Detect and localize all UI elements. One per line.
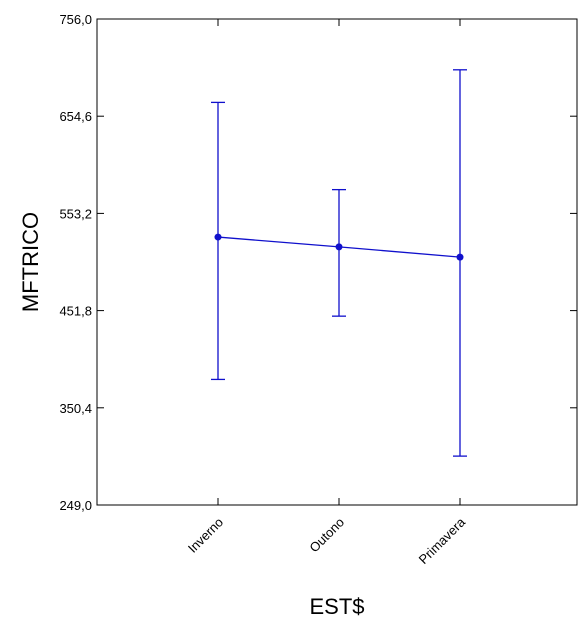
y-tick-label: 553,2 — [59, 206, 92, 221]
y-tick-label: 249,0 — [59, 498, 92, 513]
data-point — [335, 243, 343, 251]
x-tick-label: Inverno — [185, 515, 226, 556]
plot-frame — [96, 18, 578, 506]
series-marks — [211, 69, 467, 457]
x-axis-title: EST$ — [309, 594, 364, 619]
y-axis-title: MFTRICO — [18, 212, 43, 312]
y-tick-label: 350,4 — [59, 401, 92, 416]
y-tick-label: 654,6 — [59, 109, 92, 124]
y-tick-label: 756,0 — [59, 12, 92, 27]
data-point — [214, 233, 222, 241]
y-tick-label: 451,8 — [59, 304, 92, 319]
data-point — [456, 253, 464, 261]
x-tick-label: Primavera — [416, 514, 469, 567]
y-axis: 756,0 654,6 553,2 451,8 350,4 249,0 — [59, 12, 577, 513]
x-tick-label: Outono — [306, 515, 347, 556]
x-axis: Inverno Outono Primavera — [185, 19, 469, 567]
